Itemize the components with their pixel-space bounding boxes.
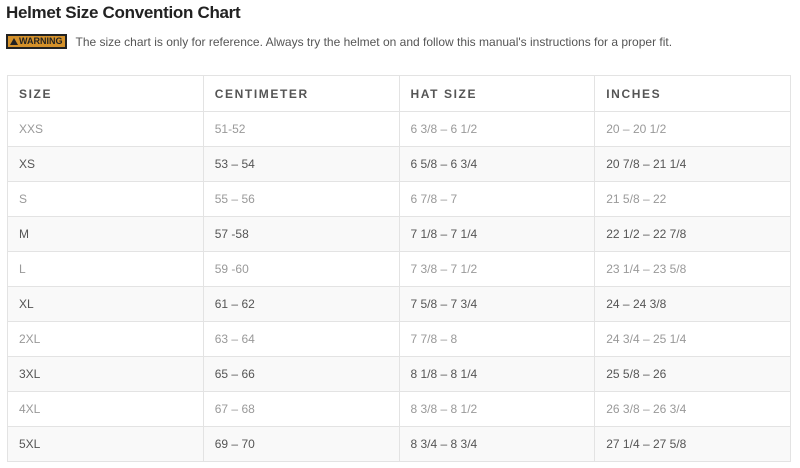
table-row: 5XL 69 – 70 8 3/4 – 8 3/4 27 1/4 – 27 5/8 bbox=[7, 426, 791, 462]
table-row: L 59 -60 7 3/8 – 7 1/2 23 1/4 – 23 5/8 bbox=[7, 251, 791, 287]
warning-badge: WARNING bbox=[6, 34, 67, 49]
cell-inches: 20 – 20 1/2 bbox=[594, 111, 791, 147]
page-title: Helmet Size Convention Chart bbox=[6, 3, 241, 22]
warning-triangle-icon bbox=[10, 38, 18, 45]
table-row: XXS 51-52 6 3/8 – 6 1/2 20 – 20 1/2 bbox=[7, 111, 791, 147]
cell-centimeter: 61 – 62 bbox=[202, 286, 400, 322]
cell-size: 3XL bbox=[7, 356, 204, 392]
cell-centimeter: 69 – 70 bbox=[202, 426, 400, 462]
cell-size: XL bbox=[7, 286, 204, 322]
cell-inches: 21 5/8 – 22 bbox=[594, 181, 791, 217]
table-row: M 57 -58 7 1/8 – 7 1/4 22 1/2 – 22 7/8 bbox=[7, 216, 791, 252]
cell-hat-size: 8 3/8 – 8 1/2 bbox=[398, 391, 596, 427]
cell-centimeter: 59 -60 bbox=[202, 251, 400, 287]
cell-centimeter: 65 – 66 bbox=[202, 356, 400, 392]
header-row: SIZE CENTIMETER HAT SIZE INCHES bbox=[7, 75, 791, 112]
warning-badge-label: WARNING bbox=[19, 36, 63, 46]
table-row: 3XL 65 – 66 8 1/8 – 8 1/4 25 5/8 – 26 bbox=[7, 356, 791, 392]
cell-inches: 20 7/8 – 21 1/4 bbox=[594, 146, 791, 182]
size-chart-table: SIZE CENTIMETER HAT SIZE INCHES XXS 51-52 6 3… bbox=[7, 75, 791, 462]
cell-size: XS bbox=[7, 146, 204, 182]
cell-hat-size: 6 3/8 – 6 1/2 bbox=[398, 111, 596, 147]
column-header-size: SIZE bbox=[7, 75, 204, 112]
cell-centimeter: 57 -58 bbox=[202, 216, 400, 252]
cell-hat-size: 6 7/8 – 7 bbox=[398, 181, 596, 217]
cell-size: M bbox=[7, 216, 204, 252]
cell-inches: 25 5/8 – 26 bbox=[594, 356, 791, 392]
table-row: XS 53 – 54 6 5/8 – 6 3/4 20 7/8 – 21 1/4 bbox=[7, 146, 791, 182]
table-row: XL 61 – 62 7 5/8 – 7 3/4 24 – 24 3/8 bbox=[7, 286, 791, 322]
table-row: 2XL 63 – 64 7 7/8 – 8 24 3/4 – 25 1/4 bbox=[7, 321, 791, 357]
column-header-centimeter: CENTIMETER bbox=[202, 75, 400, 112]
cell-centimeter: 55 – 56 bbox=[202, 181, 400, 217]
cell-centimeter: 67 – 68 bbox=[202, 391, 400, 427]
cell-hat-size: 6 5/8 – 6 3/4 bbox=[398, 146, 596, 182]
cell-hat-size: 7 3/8 – 7 1/2 bbox=[398, 251, 596, 287]
cell-inches: 26 3/8 – 26 3/4 bbox=[594, 391, 791, 427]
cell-size: L bbox=[7, 251, 204, 287]
cell-inches: 23 1/4 – 23 5/8 bbox=[594, 251, 791, 287]
column-header-hat-size: HAT SIZE bbox=[398, 75, 596, 112]
cell-size: 2XL bbox=[7, 321, 204, 357]
warning-message: The size chart is only for reference. Al… bbox=[75, 34, 673, 49]
table-row: S 55 – 56 6 7/8 – 7 21 5/8 – 22 bbox=[7, 181, 791, 217]
cell-centimeter: 63 – 64 bbox=[202, 321, 400, 357]
cell-size: XXS bbox=[7, 111, 204, 147]
cell-hat-size: 7 1/8 – 7 1/4 bbox=[398, 216, 596, 252]
cell-size: S bbox=[7, 181, 204, 217]
cell-hat-size: 7 5/8 – 7 3/4 bbox=[398, 286, 596, 322]
cell-hat-size: 8 3/4 – 8 3/4 bbox=[398, 426, 596, 462]
cell-hat-size: 8 1/8 – 8 1/4 bbox=[398, 356, 596, 392]
cell-inches: 24 – 24 3/8 bbox=[594, 286, 791, 322]
warning-notice: WARNING The size chart is only for refer… bbox=[6, 34, 672, 49]
cell-inches: 24 3/4 – 25 1/4 bbox=[594, 321, 791, 357]
table-row: 4XL 67 – 68 8 3/8 – 8 1/2 26 3/8 – 26 3/4 bbox=[7, 391, 791, 427]
cell-centimeter: 53 – 54 bbox=[202, 146, 400, 182]
cell-size: 4XL bbox=[7, 391, 204, 427]
cell-centimeter: 51-52 bbox=[202, 111, 400, 147]
column-header-inches: INCHES bbox=[594, 75, 791, 112]
cell-inches: 22 1/2 – 22 7/8 bbox=[594, 216, 791, 252]
cell-size: 5XL bbox=[7, 426, 204, 462]
cell-inches: 27 1/4 – 27 5/8 bbox=[594, 426, 791, 462]
cell-hat-size: 7 7/8 – 8 bbox=[398, 321, 596, 357]
